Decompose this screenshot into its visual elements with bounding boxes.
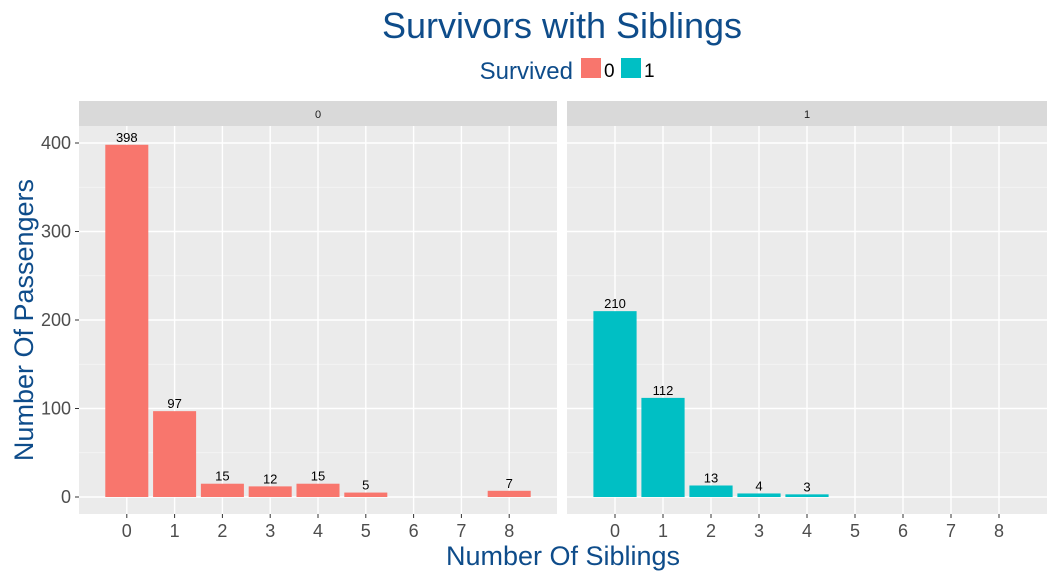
bar-value-label: 398 xyxy=(116,130,138,145)
facet-strip-0 xyxy=(79,101,557,126)
bar-0-8 xyxy=(487,490,531,497)
legend-key-1 xyxy=(621,58,641,78)
bar-1-4 xyxy=(785,494,829,497)
bar-1-0 xyxy=(593,311,637,497)
x-tick-label: 0 xyxy=(610,521,620,541)
facet-strip-1 xyxy=(567,101,1047,126)
y-axis: 0 100 200 300 400 xyxy=(41,133,79,507)
x-tick-label: 5 xyxy=(850,521,860,541)
bar-value-label: 15 xyxy=(215,469,229,484)
x-tick-label: 7 xyxy=(456,521,466,541)
x-tick-label: 2 xyxy=(706,521,716,541)
x-axis-label: Number Of Siblings xyxy=(446,541,680,571)
x-tick-label: 6 xyxy=(409,521,419,541)
legend-label-1: 1 xyxy=(644,61,655,82)
legend-title: Survived xyxy=(480,58,573,85)
bar-value-label: 5 xyxy=(362,478,369,493)
y-tick-label: 100 xyxy=(41,399,71,419)
x-tick-label: 0 xyxy=(122,521,132,541)
x-tick-label: 4 xyxy=(313,521,323,541)
x-tick-label: 2 xyxy=(217,521,227,541)
bar-value-label: 13 xyxy=(704,470,718,485)
x-tick-label: 4 xyxy=(802,521,812,541)
x-tick-label: 3 xyxy=(754,521,764,541)
bar-1-1 xyxy=(641,397,685,497)
y-tick-label: 0 xyxy=(61,487,71,507)
x-tick-label: 1 xyxy=(658,521,668,541)
bar-value-label: 15 xyxy=(311,469,325,484)
legend: Survived 0 1 xyxy=(480,58,655,85)
bar-value-label: 4 xyxy=(755,478,762,493)
chart-title: Survivors with Siblings xyxy=(382,5,742,46)
y-tick-label: 400 xyxy=(41,133,71,153)
x-tick-label: 8 xyxy=(994,521,1004,541)
legend-label-0: 0 xyxy=(604,61,615,82)
bar-value-label: 7 xyxy=(506,476,513,491)
bar-0-2 xyxy=(200,483,244,497)
y-axis-label: Number Of Passengers xyxy=(9,179,39,461)
facet-strip-label: 1 xyxy=(804,109,810,121)
facet-panel-1: 1 210 112 13 4 3 0 1 2 3 4 5 6 7 8 xyxy=(567,101,1047,541)
bar-0-1 xyxy=(153,411,197,497)
bar-1-3 xyxy=(737,493,781,497)
bar-value-label: 112 xyxy=(653,383,674,398)
bar-value-label: 3 xyxy=(803,479,810,494)
bar-value-label: 210 xyxy=(604,296,626,311)
x-tick-label: 5 xyxy=(361,521,371,541)
bar-1-2 xyxy=(689,485,733,497)
bar-0-3 xyxy=(248,486,292,497)
bar-value-label: 97 xyxy=(167,396,181,411)
y-tick-label: 200 xyxy=(41,310,71,330)
bar-0-0 xyxy=(105,144,149,497)
bar-0-4 xyxy=(296,483,340,497)
x-tick-label: 1 xyxy=(170,521,180,541)
x-tick-label: 8 xyxy=(504,521,514,541)
y-tick-label: 300 xyxy=(41,222,71,242)
x-tick-label: 3 xyxy=(265,521,275,541)
x-tick-label: 7 xyxy=(946,521,956,541)
x-tick-label: 6 xyxy=(898,521,908,541)
facet-strip-label: 0 xyxy=(315,109,321,121)
bar-value-label: 12 xyxy=(263,471,277,486)
bar-0-5 xyxy=(344,492,388,497)
legend-key-0 xyxy=(581,58,601,78)
